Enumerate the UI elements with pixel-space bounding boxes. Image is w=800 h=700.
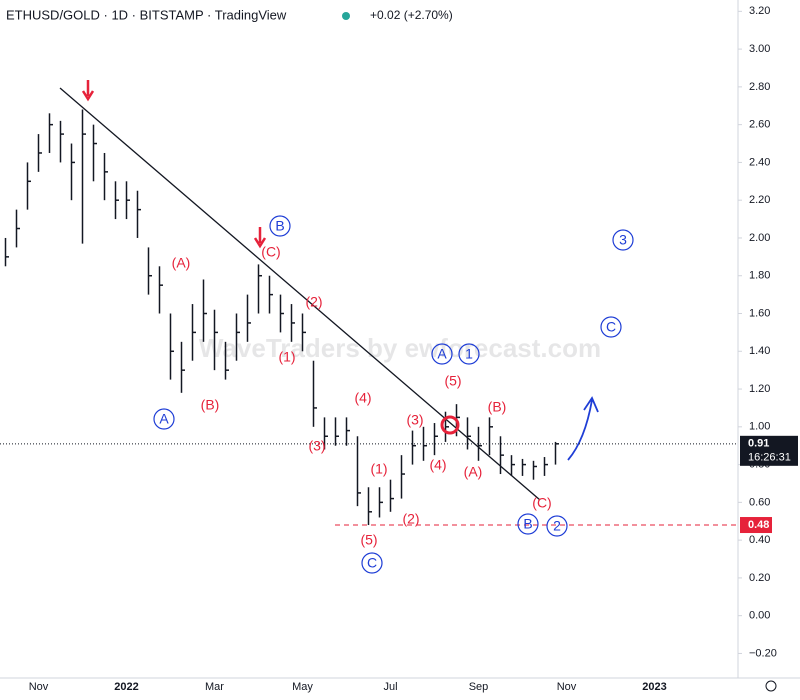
last-price-label: 0.91	[748, 438, 769, 450]
y-tick-label: 2.40	[749, 156, 770, 168]
settings-icon[interactable]	[765, 680, 777, 692]
wave-label: (C)	[532, 495, 551, 511]
wave-label: A	[159, 411, 169, 427]
wave-circle	[600, 316, 622, 338]
y-tick-label: 2.80	[749, 81, 770, 93]
wave-label: (5)	[444, 373, 461, 389]
status-dot	[342, 12, 350, 20]
wave-circle	[361, 552, 383, 574]
x-tick-label: Mar	[205, 681, 224, 693]
y-tick-label: 1.80	[749, 270, 770, 282]
wave-label: (4)	[429, 457, 446, 473]
y-tick-label: 1.40	[749, 345, 770, 357]
wave-label: 2	[553, 518, 561, 534]
chart-title: ETHUSD/GOLD · 1D · BITSTAMP · TradingVie…	[6, 7, 287, 22]
wave-circle	[269, 215, 291, 237]
level-label: 0.48	[748, 519, 769, 531]
wave-label: (4)	[354, 390, 371, 406]
y-tick-label: 2.20	[749, 194, 770, 206]
wave-label: (B)	[201, 397, 220, 413]
y-tick-label: 3.00	[749, 43, 770, 55]
y-tick-label: 2.60	[749, 119, 770, 131]
last-price-box	[740, 435, 798, 466]
y-tick-label: −0.20	[749, 647, 777, 659]
wave-label: (B)	[488, 399, 507, 415]
wave-circle	[458, 343, 480, 365]
wave-label: (3)	[308, 438, 325, 454]
wave-label: B	[523, 516, 532, 532]
wave-label: C	[606, 319, 616, 335]
x-tick-label: May	[292, 681, 313, 693]
red-arrow	[253, 227, 267, 249]
x-tick-label: Jul	[383, 681, 397, 693]
x-tick-label: Sep	[469, 681, 489, 693]
y-tick-label: 3.20	[749, 5, 770, 17]
y-tick-label: 0.00	[749, 610, 770, 622]
blue-arrow	[567, 396, 599, 461]
wave-label: C	[367, 555, 377, 571]
trendline	[59, 87, 541, 501]
wave-circle	[612, 229, 634, 251]
wave-label: A	[437, 346, 447, 362]
x-tick-label: 2023	[642, 681, 666, 693]
wave-label: (5)	[360, 532, 377, 548]
x-tick-label: Nov	[29, 681, 49, 693]
countdown-label: 16:26:31	[748, 452, 791, 464]
wave-label: (A)	[464, 464, 483, 480]
wave-label: (2)	[402, 511, 419, 527]
wave-label: (3)	[406, 412, 423, 428]
wave-circle	[546, 515, 568, 537]
level-box	[740, 517, 772, 534]
watermark: WaveTraders by ewforecast.com	[199, 333, 601, 363]
wave-circle	[431, 343, 453, 365]
y-tick-label: 1.00	[749, 421, 770, 433]
wave-label: 3	[619, 232, 627, 248]
wave-label: (A)	[172, 255, 191, 271]
wave-label: (1)	[370, 461, 387, 477]
x-tick-label: Nov	[557, 681, 577, 693]
wave-label: (C)	[261, 244, 280, 260]
y-tick-label: 1.20	[749, 383, 770, 395]
wave-label: 1	[465, 346, 473, 362]
change-label: +0.02 (+2.70%)	[370, 8, 453, 22]
y-tick-label: 1.60	[749, 307, 770, 319]
wave-circle	[517, 513, 539, 535]
y-tick-label: 0.40	[749, 534, 770, 546]
breakout-circle	[440, 415, 460, 435]
wave-circle	[153, 408, 175, 430]
red-arrow	[81, 80, 95, 102]
y-tick-label: 0.60	[749, 496, 770, 508]
y-tick-label: 0.20	[749, 572, 770, 584]
x-tick-label: 2022	[114, 681, 138, 693]
wave-label: B	[275, 218, 284, 234]
wave-label: (1)	[278, 349, 295, 365]
wave-label: (2)	[305, 294, 322, 310]
y-tick-label: 2.00	[749, 232, 770, 244]
